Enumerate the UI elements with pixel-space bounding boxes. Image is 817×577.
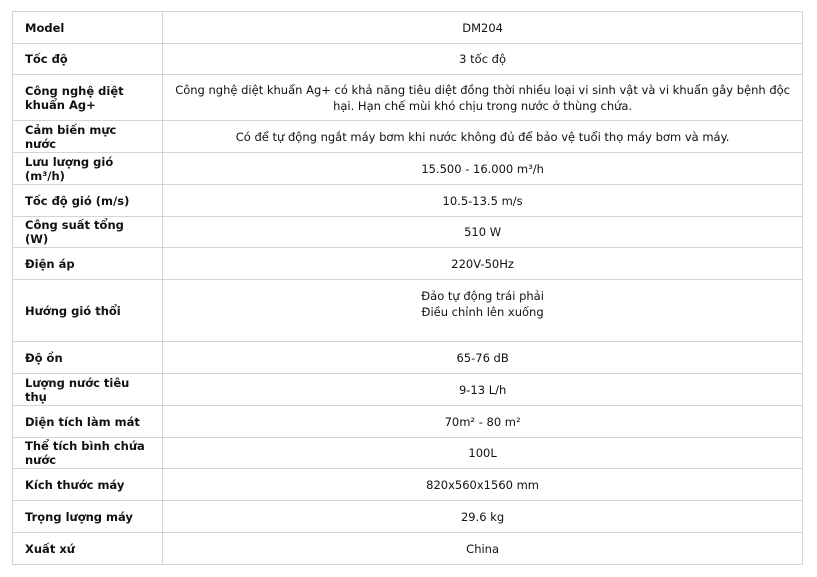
spec-value: 9-13 L/h (162, 373, 803, 406)
spec-label: Lượng nước tiêu thụ (11, 373, 164, 406)
spec-row: Trọng lượng máy 29.6 kg (11, 500, 803, 533)
spec-label: Tốc độ gió (m/s) (11, 184, 164, 217)
spec-label: Kích thước máy (11, 468, 164, 501)
spec-value: 70m² - 80 m² (162, 405, 803, 438)
spec-value-line: Công nghệ diệt khuẩn Ag+ có khả năng tiê… (175, 82, 790, 97)
spec-value-line: 220V-50Hz (451, 256, 514, 271)
spec-label: Diện tích làm mát (11, 405, 164, 438)
spec-value-line: hại. Hạn chế mùi khó chịu trong nước ở t… (333, 98, 633, 113)
spec-value: 820x560x1560 mm (162, 468, 803, 501)
spec-value-line: 70m² - 80 m² (444, 414, 521, 429)
spec-row: Xuất xứ China (11, 532, 803, 565)
spec-row: Model DM204 (11, 11, 803, 44)
spec-table: Model DM204 Tốc độ 3 tốc độ Công nghệ diệt k… (11, 11, 803, 565)
spec-label: Cảm biến mực nước (11, 120, 164, 153)
spec-value-line: 100L (468, 446, 497, 460)
spec-row: Diện tích làm mát 70m² - 80 m² (11, 405, 803, 438)
spec-row: Độ ồn 65-76 dB (11, 341, 803, 374)
spec-label: Model (11, 11, 164, 44)
spec-value: 15.500 - 16.000 m³/h (162, 152, 803, 185)
spec-value: Đảo tự động trái phải Điều chỉnh lên xuốn… (162, 279, 803, 342)
spec-row: Công suất tổng (W) 510 W (11, 216, 803, 248)
spec-value-line: 65-76 dB (456, 350, 509, 365)
spec-label: Tốc độ (11, 43, 164, 75)
spec-row: Lượng nước tiêu thụ 9-13 L/h (11, 373, 803, 406)
spec-label: Độ ồn (11, 341, 164, 374)
spec-label: Trọng lượng máy (11, 500, 164, 533)
spec-value-line: 820x560x1560 mm (426, 477, 540, 492)
spec-row: Thể tích bình chứa nước 100L (11, 437, 803, 469)
spec-label: Thể tích bình chứa nước (11, 437, 164, 469)
spec-row: Tốc độ 3 tốc độ (11, 43, 803, 75)
spec-value-line: Có để tự động ngắt máy bơm khi nước khôn… (235, 129, 730, 144)
spec-value-line: DM204 (462, 20, 503, 35)
spec-value-line: 29.6 kg (460, 509, 505, 524)
spec-value-line: 10.5-13.5 m/s (442, 193, 523, 208)
spec-value: 10.5-13.5 m/s (162, 184, 803, 217)
spec-value-line: China (466, 541, 500, 556)
spec-value-line: 510 W (464, 225, 502, 239)
spec-value-line: Điều chỉnh lên xuống (421, 305, 544, 319)
spec-value: Công nghệ diệt khuẩn Ag+ có khả năng tiê… (162, 74, 803, 121)
spec-value: 65-76 dB (162, 341, 803, 374)
spec-value-line: 3 tốc độ (459, 52, 507, 66)
spec-value: China (162, 532, 803, 565)
spec-value: 510 W (162, 216, 803, 248)
spec-value-line: 9-13 L/h (458, 382, 507, 397)
spec-row: Công nghệ diệt khuẩn Ag+ Công nghệ diệt k… (11, 74, 803, 121)
spec-label: Công suất tổng (W) (11, 216, 164, 248)
spec-value: 3 tốc độ (162, 43, 803, 75)
spec-value-line: 15.500 - 16.000 m³/h (421, 161, 544, 176)
spec-label: Xuất xứ (11, 532, 164, 565)
spec-value-line: Đảo tự động trái phải (421, 289, 544, 303)
spec-row: Điện áp 220V-50Hz (11, 247, 803, 280)
spec-label: Lưu lượng gió (m³/h) (11, 152, 164, 185)
spec-row: Tốc độ gió (m/s) 10.5-13.5 m/s (11, 184, 803, 217)
spec-value: 100L (162, 437, 803, 469)
spec-row: Cảm biến mực nước Có để tự động ngắt máy … (11, 120, 803, 153)
spec-value: DM204 (162, 11, 803, 44)
spec-value: 220V-50Hz (162, 247, 803, 280)
spec-row: Lưu lượng gió (m³/h) 15.500 - 16.000 m³/h (11, 152, 803, 185)
spec-row: Hướng gió thổi Đảo tự động trái phải Điều … (11, 279, 803, 342)
spec-label: Hướng gió thổi (11, 279, 164, 342)
spec-row: Kích thước máy 820x560x1560 mm (11, 468, 803, 501)
spec-value: Có để tự động ngắt máy bơm khi nước khôn… (162, 120, 803, 153)
spec-value: 29.6 kg (162, 500, 803, 533)
spec-label: Điện áp (11, 247, 164, 280)
spec-label: Công nghệ diệt khuẩn Ag+ (11, 74, 164, 121)
